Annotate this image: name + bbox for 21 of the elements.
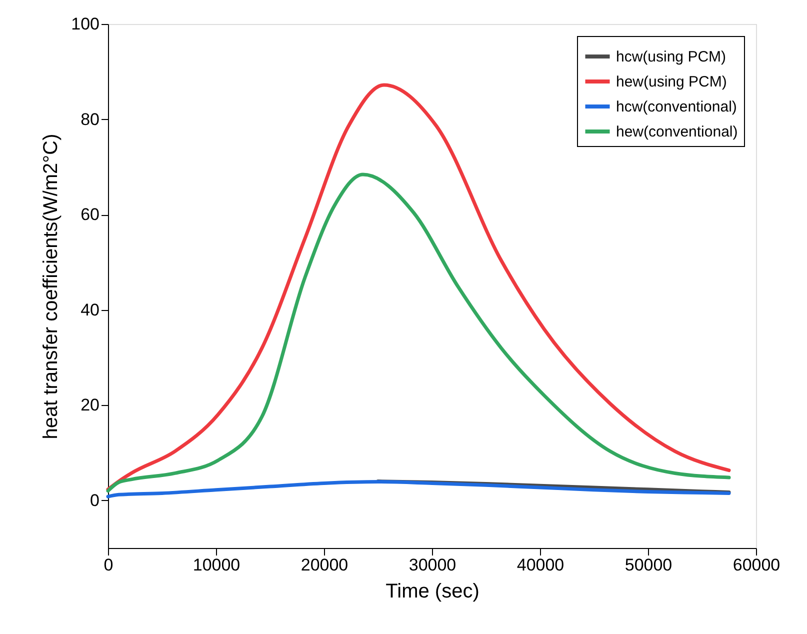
x-tick-label: 30000 <box>408 556 456 574</box>
x-tick-label: 50000 <box>624 556 672 574</box>
y-tick-label: 60 <box>80 205 100 224</box>
x-tick-label: 0 <box>104 556 114 574</box>
x-tick-label: 60000 <box>732 556 780 574</box>
x-tick-label: 40000 <box>516 556 564 574</box>
y-tick-label: 100 <box>71 14 100 34</box>
y-tick-label: 40 <box>80 300 100 320</box>
y-axis-title: heat transfer coefficients(W/m2°C) <box>40 134 62 440</box>
line-series <box>106 480 731 498</box>
legend-label: hew(using PCM) <box>616 74 727 90</box>
y-tick-label: 20 <box>80 396 100 415</box>
legend-label: hcw(conventional) <box>616 98 737 116</box>
legend-label: hcw(using PCM) <box>616 48 726 66</box>
x-axis-title: Time (sec) <box>386 580 480 602</box>
x-tick-label: 10000 <box>192 556 240 574</box>
y-tick-label: 0 <box>90 490 100 510</box>
y-tick-label: 80 <box>80 110 100 129</box>
line-series <box>106 172 731 493</box>
legend-label: hew(conventional) <box>616 124 738 140</box>
x-tick-label: 20000 <box>300 556 348 574</box>
